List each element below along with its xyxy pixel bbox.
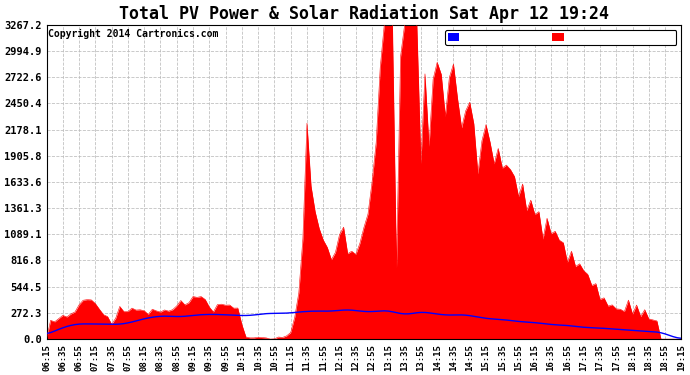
Legend: Radiation  (w/m2), PV Panels  (DC Watts): Radiation (w/m2), PV Panels (DC Watts) bbox=[444, 30, 676, 45]
Text: Copyright 2014 Cartronics.com: Copyright 2014 Cartronics.com bbox=[48, 29, 218, 39]
Title: Total PV Power & Solar Radiation Sat Apr 12 19:24: Total PV Power & Solar Radiation Sat Apr… bbox=[119, 4, 609, 23]
